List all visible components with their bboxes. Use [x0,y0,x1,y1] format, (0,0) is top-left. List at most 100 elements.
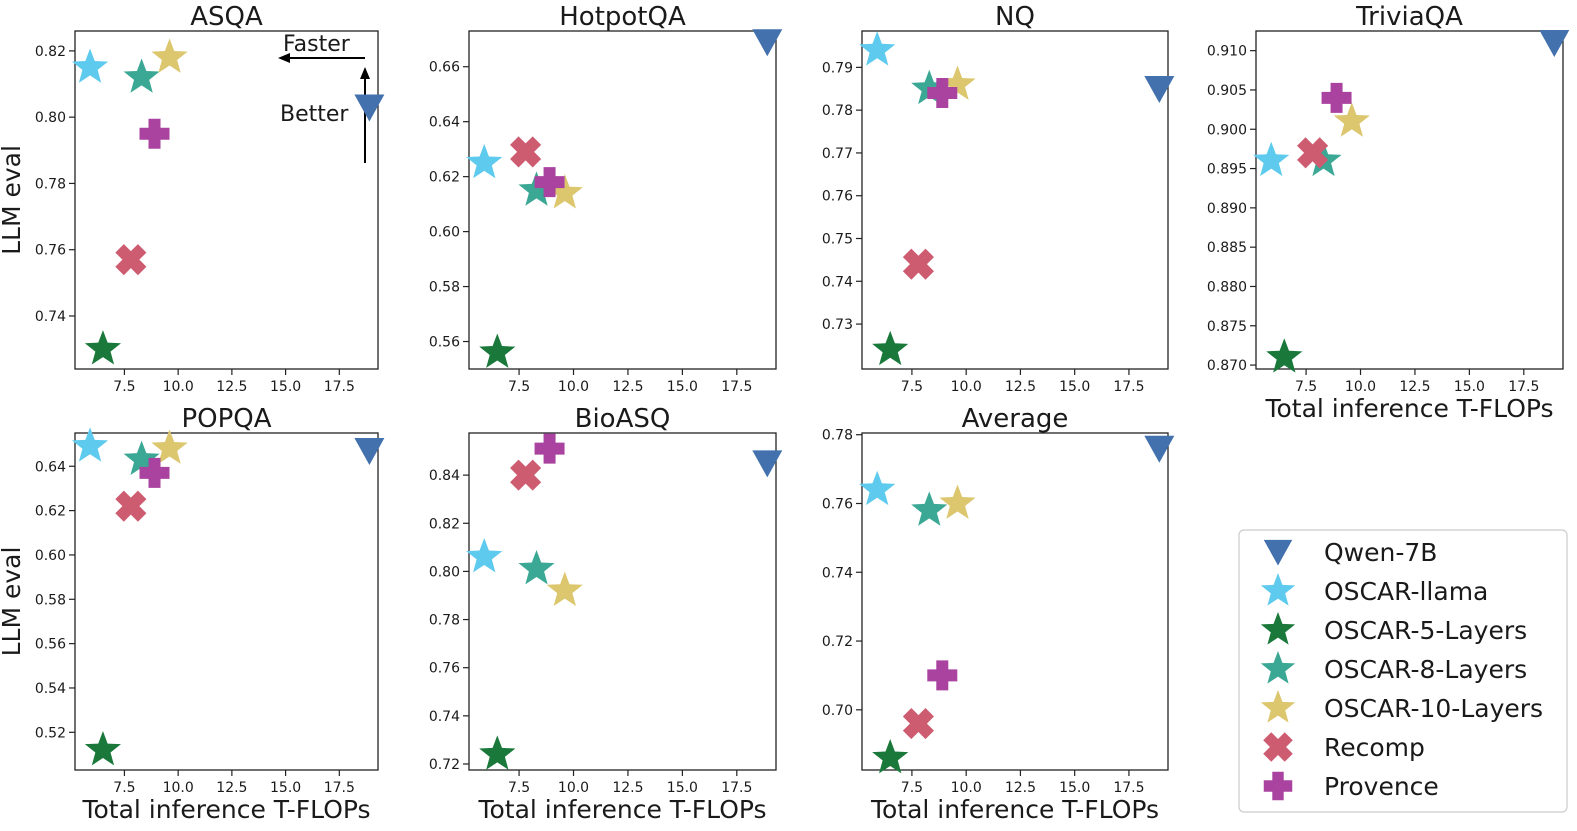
x-axis-label: Total inference T-FLOPs [870,795,1159,824]
legend-label-oscar-10-layers: OSCAR-10-Layers [1324,694,1543,723]
point-oscar-5-layers [872,738,909,774]
better-annotation: Better [280,102,349,127]
legend-label-qwen-7b: Qwen-7B [1324,538,1437,567]
x-tick-label: 12.5 [1005,379,1036,395]
point-oscar-5-layers [479,333,516,368]
plot-frame [74,30,379,370]
y-tick-label: 0.62 [35,504,66,520]
y-tick-label: 0.78 [822,103,853,119]
x-tick-label: 15.0 [667,379,698,395]
y-tick-label: 0.76 [35,243,66,259]
point-oscar-10-layers [546,174,583,209]
point-qwen-7b [1539,30,1570,58]
x-tick-label: 15.0 [1454,379,1485,395]
subplot-title: POPQA [181,404,271,434]
subplot-title: HotpotQA [559,2,686,32]
point-oscar-llama [466,143,503,179]
y-tick-label: 0.58 [35,592,66,608]
x-tick-label: 10.0 [163,780,194,796]
subplot-title: Average [962,404,1069,434]
y-tick-label: 0.52 [35,725,66,741]
legend-label-oscar-5-layers: OSCAR-5-Layers [1324,616,1527,645]
y-tick-label: 0.64 [429,115,460,131]
point-oscar-llama [1253,141,1290,177]
plot-frame [468,432,777,771]
subplot-average: Average 7.5 10.0 12.5 15.0 17.5 0.70 0.72 0.74 0.… [822,404,1175,824]
y-tick-label: 0.78 [429,613,460,629]
point-provence [927,78,958,109]
y-tick-label: 0.885 [1207,240,1247,256]
point-recomp [115,490,147,522]
point-oscar-llama [71,427,109,462]
subplot-asqa: ASQA 7.5 10.0 12.5 15.0 17.5 0.74 0.76 0.78 0.80 0… [0,2,385,395]
point-provence [139,118,170,149]
x-axis-label: Total inference T-FLOPs [81,795,370,824]
x-tick-label: 15.0 [270,379,301,395]
point-qwen-7b [354,437,385,465]
subplot-nq: NQ 7.5 10.0 12.5 15.0 17.5 0.73 0.74 0.75 0.76 0.7… [822,2,1175,395]
y-tick-label: 0.64 [35,459,66,475]
x-tick-label: 10.0 [951,379,982,395]
x-tick-label: 17.5 [721,379,752,395]
y-tick-label: 0.74 [429,709,460,725]
x-tick-label: 12.5 [216,379,247,395]
faster-arrowhead [278,53,290,63]
point-provence [534,433,565,464]
point-oscar-8-layers [123,58,160,93]
point-oscar-llama [466,537,503,573]
x-tick-label: 15.0 [270,780,301,796]
y-tick-label: 0.900 [1207,122,1247,138]
y-tick-label: 0.74 [822,565,853,581]
point-oscar-8-layers [123,440,160,475]
point-oscar-8-layers [911,491,948,526]
y-tick-label: 0.75 [822,232,853,248]
point-recomp [1297,137,1329,169]
legend-marker-oscar-8-layers [1260,650,1296,684]
y-tick-label: 0.76 [822,189,853,205]
subplot-title: TriviaQA [1355,2,1463,32]
point-qwen-7b [752,450,783,478]
x-tick-label: 12.5 [612,379,643,395]
x-tick-label: 10.0 [951,780,982,796]
y-tick-label: 0.890 [1207,201,1247,217]
x-tick-label: 10.0 [1345,379,1376,395]
x-tick-label: 7.5 [113,379,135,395]
x-tick-label: 12.5 [1005,780,1036,796]
point-oscar-10-layers [546,571,583,607]
point-qwen-7b [752,29,783,57]
x-tick-label: 17.5 [1113,780,1144,796]
y-tick-label: 0.58 [429,280,460,296]
y-tick-label: 0.78 [822,428,853,444]
x-axis-label: Total inference T-FLOPs [477,795,766,824]
point-recomp [510,459,542,491]
y-tick-label: 0.82 [429,516,460,532]
x-tick-label: 15.0 [667,780,698,796]
legend-marker-qwen-7b [1263,539,1293,566]
legend-frame [1238,529,1568,813]
point-recomp [115,244,147,276]
point-oscar-8-layers [518,171,555,206]
y-tick-label: 0.77 [822,146,853,162]
legend-marker-oscar-5-layers [1260,611,1296,645]
y-tick-label: 0.66 [429,60,460,76]
x-tick-label: 17.5 [1508,379,1539,395]
legend-marker-recomp [1263,732,1293,762]
y-tick-label: 0.74 [35,309,66,325]
point-oscar-llama [859,31,896,66]
subplot-hotpotqa: HotpotQA 7.5 10.0 12.5 15.0 17.5 0.56 0.58 0.60 0… [429,2,783,395]
x-tick-label: 17.5 [721,780,752,796]
point-oscar-10-layers [151,38,188,73]
point-oscar-5-layers [872,330,909,366]
y-tick-label: 0.76 [429,661,460,677]
y-tick-label: 0.60 [35,548,66,564]
point-recomp [902,708,934,740]
legend: Qwen-7B OSCAR-llama OSCAR-5-Layers OSCAR-8-… [1238,529,1568,813]
x-tick-label: 10.0 [163,379,194,395]
x-tick-label: 12.5 [216,780,247,796]
x-tick-label: 17.5 [324,780,355,796]
subplot-title: ASQA [190,2,263,32]
y-tick-label: 0.870 [1207,358,1247,374]
point-oscar-5-layers [84,731,122,766]
subplot-bioasq: BioASQ 7.5 10.0 12.5 15.0 17.5 0.72 0.74 0.76 0.7… [429,404,783,824]
x-tick-label: 7.5 [901,780,923,796]
